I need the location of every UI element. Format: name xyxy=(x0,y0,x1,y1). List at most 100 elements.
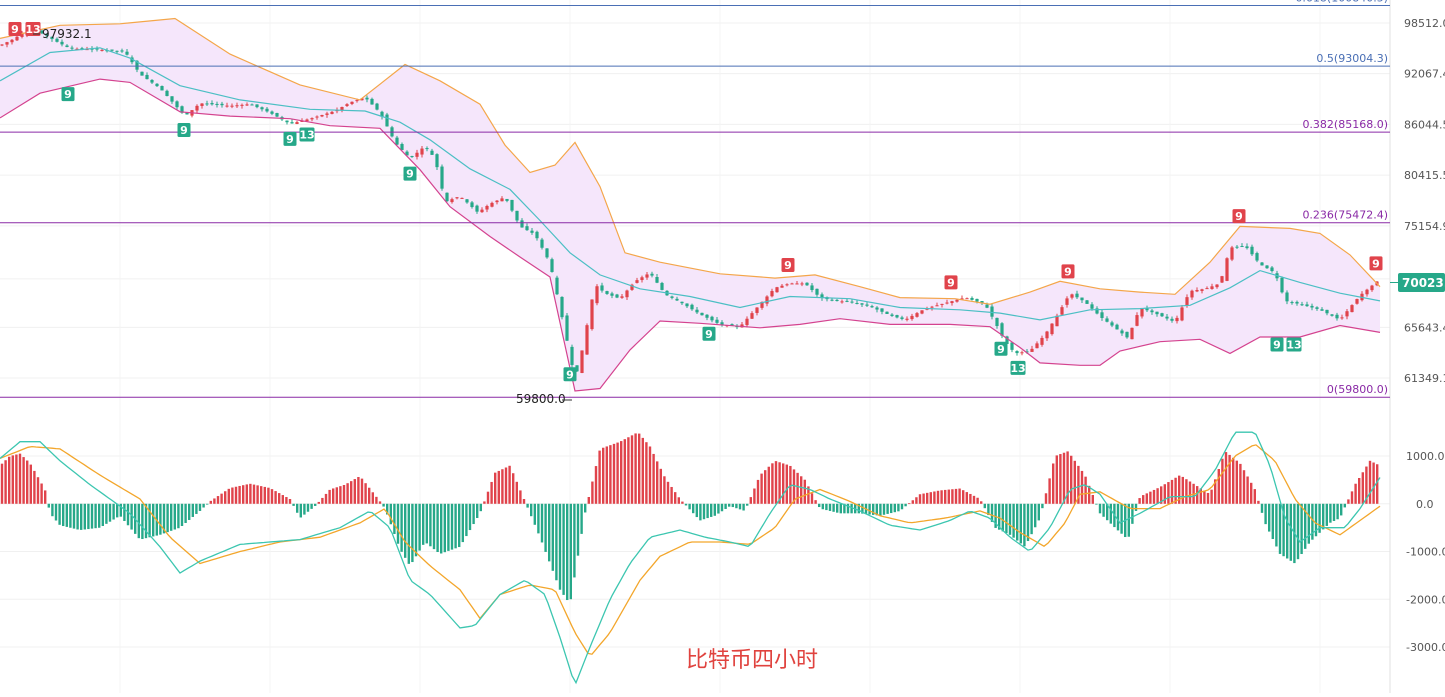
macd-histogram-bar xyxy=(706,503,709,519)
macd-histogram-bar xyxy=(861,503,864,514)
macd-histogram-bar xyxy=(825,503,828,511)
td-marker-label: 13 xyxy=(25,23,40,36)
macd-histogram-bar xyxy=(270,489,274,504)
macd-histogram-bar xyxy=(670,486,673,504)
macd-histogram-bar xyxy=(659,468,662,504)
macd-histogram-bar xyxy=(1044,493,1048,504)
macd-histogram-bar xyxy=(1084,476,1087,504)
macd-histogram-bar xyxy=(184,503,187,523)
candle-body xyxy=(145,74,149,80)
macd-histogram-bar xyxy=(346,483,349,504)
macd-histogram-bar xyxy=(710,503,713,517)
macd-histogram-bar xyxy=(756,479,760,504)
price-axis-label: 92067.4 xyxy=(1404,68,1445,81)
candle-body xyxy=(1265,265,1269,269)
candle-body xyxy=(350,101,354,104)
macd-histogram-bar xyxy=(4,460,7,504)
candle-body xyxy=(1350,305,1354,313)
macd-histogram-bar xyxy=(508,465,511,504)
macd-histogram-bar xyxy=(1242,470,1246,504)
macd-histogram-bar xyxy=(738,503,742,510)
candle-body xyxy=(1190,290,1194,298)
candle-body xyxy=(1030,348,1034,352)
candle-body xyxy=(605,291,609,294)
candle-body xyxy=(325,113,329,115)
macd-histogram-bar xyxy=(162,503,166,534)
macd-histogram-bar xyxy=(947,489,950,504)
macd-histogram-bar xyxy=(1059,454,1062,504)
candle-body xyxy=(1060,307,1064,315)
candle-body xyxy=(560,296,564,318)
td-marker-label: 13 xyxy=(1010,362,1025,375)
macd-histogram-bar xyxy=(720,503,724,512)
candle-body xyxy=(875,307,879,310)
candle-body xyxy=(620,296,624,298)
candle-body xyxy=(1230,247,1234,260)
macd-histogram-bar xyxy=(609,445,612,504)
candle-body xyxy=(760,301,764,308)
macd-histogram-bar xyxy=(339,486,342,504)
fib-level-label: 0.382(85168.0) xyxy=(1302,118,1388,131)
macd-histogram-bar xyxy=(1358,478,1361,504)
candle-body xyxy=(805,282,809,286)
candle-body xyxy=(305,119,309,122)
macd-histogram-bar xyxy=(1368,460,1372,504)
macd-histogram-bar xyxy=(497,470,500,504)
candle-body xyxy=(910,315,914,320)
td-marker-label: 9 xyxy=(11,23,19,36)
candle-body xyxy=(40,30,44,34)
price-axis-label: 61349.1 xyxy=(1404,372,1445,385)
macd-histogram-bar xyxy=(216,496,220,504)
candle-body xyxy=(905,318,909,320)
macd-histogram-bar xyxy=(846,503,850,514)
macd-histogram-bar xyxy=(1145,493,1148,504)
td-marker-label: 9 xyxy=(1372,257,1380,270)
macd-histogram-bar xyxy=(335,487,338,504)
candle-body xyxy=(1210,286,1214,289)
macd-histogram-bar xyxy=(15,454,18,504)
candle-body xyxy=(1365,289,1369,295)
price-axis-label: 65643.4 xyxy=(1404,321,1445,334)
macd-histogram-bar xyxy=(1088,485,1091,504)
macd-histogram-bar xyxy=(767,466,770,504)
td-marker-badge xyxy=(944,275,958,290)
macd-histogram-bar xyxy=(616,442,619,504)
candle-body xyxy=(110,49,114,51)
macd-histogram-bar xyxy=(83,503,86,530)
td-marker-badge xyxy=(1270,337,1284,352)
candlestick-series xyxy=(0,25,1379,374)
candle-body xyxy=(360,98,364,101)
candle-body xyxy=(495,200,499,203)
candle-body xyxy=(900,317,904,319)
candle-body xyxy=(1000,323,1004,336)
macd-histogram-bar xyxy=(234,486,238,504)
macd-histogram-bar xyxy=(555,503,558,581)
candle-body xyxy=(235,105,239,107)
macd-histogram-bar xyxy=(1106,503,1109,521)
candle-body xyxy=(940,303,944,305)
macd-histogram-bar xyxy=(1163,484,1166,504)
macd-histogram-bar xyxy=(713,503,716,516)
candle-body xyxy=(1050,323,1054,335)
macd-histogram-bar xyxy=(515,481,518,504)
macd-histogram-bar xyxy=(245,484,248,504)
candle-body xyxy=(85,49,89,51)
macd-histogram-bar xyxy=(72,503,76,529)
candle-body xyxy=(385,114,389,127)
macd-histogram-bar xyxy=(976,497,979,504)
bollinger-band-fill xyxy=(0,18,1380,391)
macd-histogram-bar xyxy=(591,481,594,504)
macd-histogram-bar xyxy=(1037,503,1040,521)
candle-body xyxy=(160,86,164,91)
macd-histogram-bar xyxy=(1055,455,1058,504)
macd-histogram-bar xyxy=(465,503,468,537)
macd-histogram-bar xyxy=(1347,499,1350,504)
candle-body xyxy=(1355,299,1359,304)
macd-histogram-bar xyxy=(400,503,403,552)
candle-body xyxy=(410,156,414,158)
macd-histogram-bar xyxy=(1160,486,1163,504)
macd-histogram-bar xyxy=(1307,503,1310,544)
candle-body xyxy=(615,294,619,298)
candle-body xyxy=(45,33,49,37)
macd-histogram-bar xyxy=(249,483,252,504)
